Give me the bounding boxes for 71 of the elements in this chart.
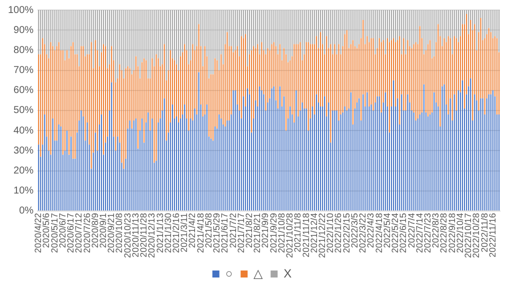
y-tick-label: 30% xyxy=(14,145,34,156)
x-tick-label: 2020/9/1 xyxy=(98,212,108,248)
x-tick-label: 2022/10/17 xyxy=(463,212,474,258)
x-tick-label: 2021/12/4 xyxy=(308,212,319,254)
x-tick-label: 2022/8/3 xyxy=(430,212,441,248)
x-tick-label: 2020/10/23 xyxy=(122,212,132,258)
x-tick-label: 2022/10/28 xyxy=(471,212,482,258)
x-tick-label: 2022/7/14 xyxy=(414,212,424,254)
y-tick-label: 60% xyxy=(14,85,34,96)
x-tick-label: 2020/9/21 xyxy=(106,212,116,254)
x-tick-label: 2022/9/18 xyxy=(446,212,457,254)
legend-label: △ xyxy=(254,266,264,280)
x-tick-label: 2021/4/18 xyxy=(195,212,206,254)
y-tick-label: 10% xyxy=(14,186,34,197)
x-tick-label: 2020/11/13 xyxy=(130,212,140,258)
x-tick-label: 2021/5/8 xyxy=(203,212,214,248)
x-tick-label: 2020/11/28 xyxy=(138,212,149,258)
x-tick-label: 2022/7/23 xyxy=(422,212,432,254)
x-tick-label: 2021/8/21 xyxy=(252,212,262,254)
y-tick-label: 0% xyxy=(19,206,34,217)
x-tick-label: 2022/3/5 xyxy=(349,212,360,248)
x-tick-label: 2020/10/8 xyxy=(114,212,124,254)
x-tick-label: 2022/11/16 xyxy=(487,212,498,258)
x-tick-label: 2021/9/9 xyxy=(260,212,270,248)
x-tick-label: 2021/7/2 xyxy=(228,212,238,248)
x-tick-label: 2022/5/4 xyxy=(382,212,392,248)
x-tick-label: 2020/8/9 xyxy=(90,212,100,248)
y-tick-label: 70% xyxy=(14,65,34,76)
legend-label: X xyxy=(284,266,292,280)
x-tick-label: 2021/1/13 xyxy=(154,212,165,254)
y-tick-label: 90% xyxy=(14,24,34,36)
x-tick-label: 2021/7/17 xyxy=(236,212,246,254)
x-tick-label: 2022/4/18 xyxy=(374,212,384,254)
x-tick-label: 2022/4/3 xyxy=(366,212,376,248)
x-tick-label: 2020/6/17 xyxy=(66,212,76,254)
x-tick-label: 2022/8/28 xyxy=(438,212,449,254)
x-tick-label: 2020/7/12 xyxy=(74,212,84,254)
x-tick-label: 2021/12/22 xyxy=(317,212,328,258)
x-tick-label: 2021/11/18 xyxy=(300,212,311,258)
x-tick-label: 2021/2/16 xyxy=(170,212,181,254)
x-tick-label: 2020/12/13 xyxy=(146,212,157,258)
y-tick-label: 80% xyxy=(14,44,34,56)
x-tick-label: 2022/7/4 xyxy=(406,212,416,248)
y-tick-label: 50% xyxy=(14,105,34,116)
y-tick-label: 100% xyxy=(8,4,34,16)
x-tick-label: 2020/5/17 xyxy=(49,212,60,254)
x-tick-label: 2022/1/10 xyxy=(325,212,336,254)
x-tick-label: 2022/6/15 xyxy=(398,212,408,254)
x-tick-label: 2020/5/6 xyxy=(41,212,52,248)
x-tick-label: 2021/1/30 xyxy=(162,212,173,254)
legend-label: ○ xyxy=(225,266,233,280)
x-tick-label: 2021/6/17 xyxy=(220,212,230,254)
x-tick-label: 2020/6/7 xyxy=(57,212,68,248)
y-tick-label: 40% xyxy=(14,125,34,136)
x-tick-label: 2021/5/29 xyxy=(212,212,222,254)
y-tick-label: 20% xyxy=(14,166,34,177)
x-tick-label: 2022/3/22 xyxy=(358,212,368,254)
x-tick-label: 2021/9/29 xyxy=(268,212,278,254)
x-tick-label: 2022/1/26 xyxy=(333,212,344,254)
x-tick-label: 2022/2/15 xyxy=(341,212,352,254)
x-tick-label: 2021/10/28 xyxy=(284,212,295,258)
x-tick-label: 2021/10/8 xyxy=(276,212,286,254)
x-tick-label: 2022/11/8 xyxy=(479,212,490,252)
x-tick-label: 2022/5/24 xyxy=(390,212,400,254)
x-tick-label: 2021/8/2 xyxy=(244,212,254,248)
x-tick-label: 2021/11/8 xyxy=(292,212,303,252)
x-tick-label: 2021/4/2 xyxy=(187,212,198,248)
x-tick-label: 2022/10/4 xyxy=(454,212,465,254)
x-tick-label: 2020/4/22 xyxy=(33,212,44,254)
x-tick-label: 2020/7/26 xyxy=(82,212,92,254)
x-tick-label: 2021/3/11 xyxy=(179,212,190,252)
